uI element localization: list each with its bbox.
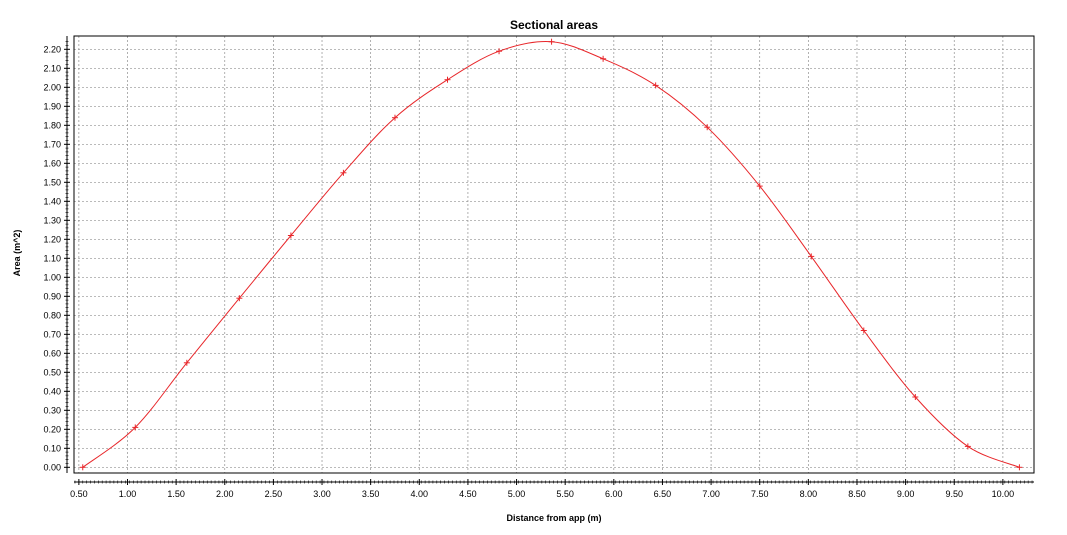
series-layer [79, 38, 1023, 471]
x-tick-label: 3.50 [362, 489, 380, 499]
data-point-marker [912, 394, 919, 400]
data-point-marker [652, 82, 659, 89]
x-tick-label: 2.50 [265, 489, 283, 499]
y-tick-label: 0.50 [43, 367, 61, 377]
x-tick-label: 4.00 [411, 489, 429, 499]
data-point-marker [132, 424, 139, 431]
data-point-marker [548, 38, 555, 45]
y-tick-label: 1.60 [43, 158, 61, 168]
data-point-marker [236, 295, 243, 302]
y-tick-label: 0.00 [43, 462, 61, 472]
data-point-marker [756, 183, 763, 190]
grid [74, 36, 1034, 473]
x-tick-label: 2.00 [216, 489, 234, 499]
y-tick-label: 0.90 [43, 291, 61, 301]
data-point-marker [496, 48, 503, 55]
x-tick-label: 4.50 [459, 489, 477, 499]
data-point-marker [79, 464, 86, 471]
x-axis: 0.50 1.00 1.50 2.00 2.50 3.00 3.50 4.00 4.50 5.00… [70, 479, 1034, 499]
y-tick-label: 0.10 [43, 443, 61, 453]
y-tick-label: 1.10 [43, 253, 61, 263]
y-tick-label: 1.20 [43, 234, 61, 244]
x-tick-label: 3.00 [313, 489, 331, 499]
y-tick-label: 1.70 [43, 139, 61, 149]
data-point-marker [444, 76, 451, 83]
data-point-marker [287, 232, 294, 239]
data-point-marker [391, 114, 398, 121]
y-tick-label: 0.40 [43, 386, 61, 396]
x-tick-label: 1.00 [119, 489, 137, 499]
y-tick-label: 2.00 [43, 82, 61, 92]
data-point-marker [704, 124, 711, 131]
x-tick-label: 6.00 [605, 489, 623, 499]
data-point-marker [600, 55, 607, 62]
y-tick-label: 1.90 [43, 101, 61, 111]
y-tick-label: 0.70 [43, 329, 61, 339]
x-tick-label: 7.00 [702, 489, 720, 499]
chart-title: Sectional areas [510, 18, 598, 32]
x-tick-label: 1.50 [167, 489, 185, 499]
plot-frame [73, 35, 1035, 474]
x-tick-label: 0.50 [70, 489, 88, 499]
y-tick-label: 0.30 [43, 405, 61, 415]
y-tick-label: 1.30 [43, 215, 61, 225]
data-point-marker [183, 359, 190, 366]
y-tick-label: 0.60 [43, 348, 61, 358]
y-tick-label: 1.00 [43, 272, 61, 282]
data-point-marker [808, 253, 815, 260]
x-tick-label: 10.00 [992, 489, 1015, 499]
y-tick-label: 0.20 [43, 424, 61, 434]
x-axis-title: Distance from app (m) [506, 513, 601, 523]
x-tick-label: 5.00 [508, 489, 526, 499]
y-tick-label: 2.20 [43, 44, 61, 54]
y-axis: 0.00 0.10 0.20 0.30 0.40 0.50 0.60 0.70 0.80 0.90… [43, 36, 70, 473]
x-tick-label: 9.50 [945, 489, 963, 499]
y-tick-label: 1.40 [43, 196, 61, 206]
x-tick-label: 8.50 [848, 489, 866, 499]
data-point-marker [1016, 464, 1023, 471]
x-tick-label: 9.00 [897, 489, 915, 499]
x-tick-label: 7.50 [751, 489, 769, 499]
x-tick-label: 8.00 [800, 489, 818, 499]
data-point-marker [860, 327, 867, 334]
y-tick-label: 1.50 [43, 177, 61, 187]
y-tick-label: 0.80 [43, 310, 61, 320]
y-tick-label: 1.80 [43, 120, 61, 130]
y-axis-title: Area (m^2) [12, 230, 22, 277]
x-tick-label: 6.50 [654, 489, 672, 499]
series-line [82, 40, 1020, 468]
data-point-marker [964, 443, 971, 450]
data-point-marker [340, 169, 347, 176]
x-tick-label: 5.50 [556, 489, 574, 499]
y-tick-label: 2.10 [43, 63, 61, 73]
